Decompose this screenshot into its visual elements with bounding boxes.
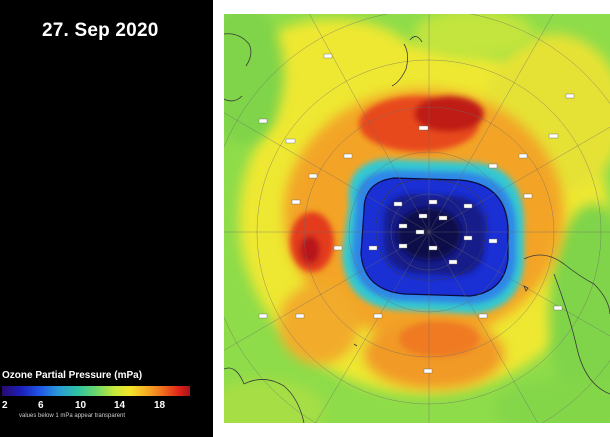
legend-tick: 6 — [38, 400, 44, 411]
grid-coordinate-markers — [258, 53, 575, 374]
coastlines — [224, 33, 610, 423]
longitude-grid — [224, 14, 610, 423]
green-zone — [224, 14, 610, 423]
ozone-map-svg — [224, 14, 610, 423]
legend-title: Ozone Partial Pressure (mPa) — [2, 370, 143, 381]
legend-tick: 10 — [75, 400, 87, 411]
legend-tick: 14 — [114, 400, 126, 411]
color-scale-bar — [2, 386, 190, 396]
ozone-map — [224, 14, 610, 423]
legend-panel: 27. Sep 2020 Ozone Partial Pressure (mPa… — [0, 0, 213, 437]
ozone-hole — [342, 159, 524, 314]
legend-note: values below 1 mPa appear transparent — [19, 413, 126, 419]
legend-tick: 18 — [154, 400, 166, 411]
red-zone — [290, 96, 484, 357]
legend-tick: 2 — [2, 400, 8, 411]
date-label: 27. Sep 2020 — [42, 20, 159, 41]
